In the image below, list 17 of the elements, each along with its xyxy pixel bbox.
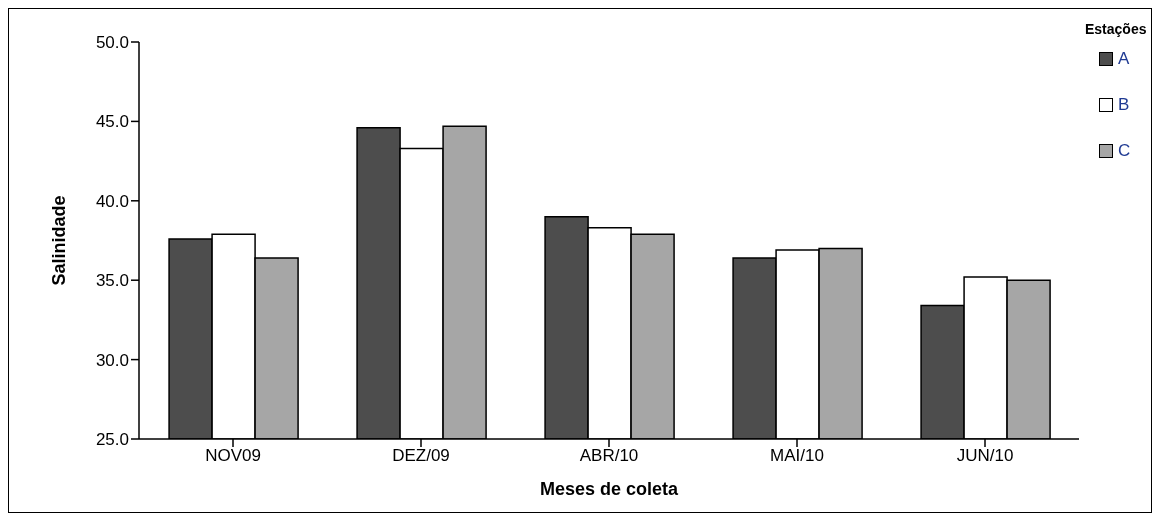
x-axis-title: Meses de coleta [539,479,680,499]
y-tick-label: 40.0 [95,191,129,211]
x-tick-label: JUN/10 [956,446,1014,466]
legend-label: B [1117,95,1131,115]
legend-title: Estações [1085,21,1147,37]
y-tick-label: 25.0 [95,430,129,450]
x-tick-label: ABR/10 [579,446,639,466]
legend-label: C [1117,141,1132,161]
y-tick-label: 50.0 [95,33,129,53]
y-tick-label: 35.0 [95,271,129,291]
y-tick-label: 30.0 [95,350,129,370]
x-tick-label: DEZ/09 [392,446,450,466]
y-tick-label: 45.0 [95,112,129,132]
x-tick-label: NOV09 [205,446,261,466]
legend-label: A [1117,49,1131,69]
x-tick-label: MAI/10 [770,446,824,466]
y-axis-title: Salinidade [49,195,70,286]
